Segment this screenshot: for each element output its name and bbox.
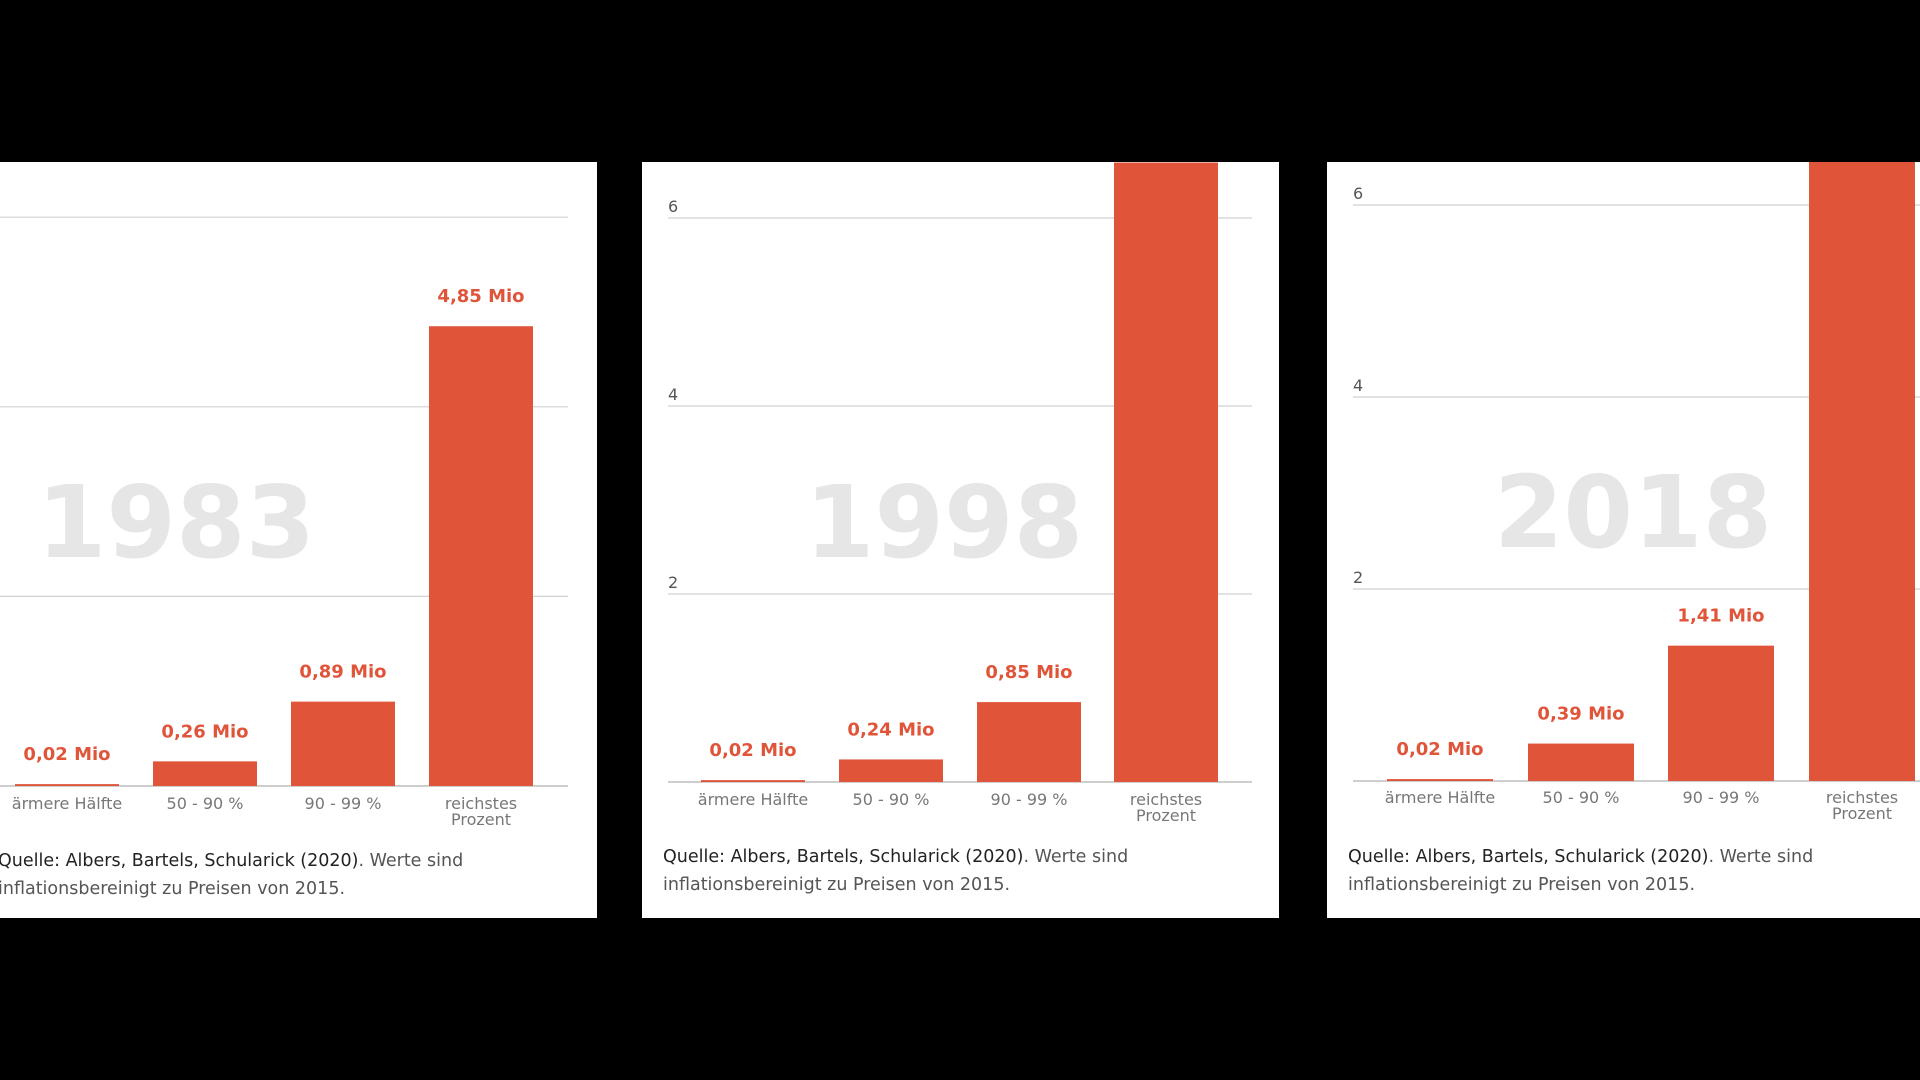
bar-50-90 xyxy=(153,761,257,786)
bar-rmere-h-lfte xyxy=(15,784,119,786)
y-tick-label-6: 6 xyxy=(1353,184,1363,203)
category-label-50-90: 50 - 90 % xyxy=(853,790,930,809)
chart-panel-2018: 12 ⌀-Vermögen der Haushalte in Mio. Euro… xyxy=(1327,162,1920,918)
category-label-rmere-h-lfte: ärmere Hälfte xyxy=(698,790,808,809)
value-label-90-99: 0,85 Mio xyxy=(985,662,1072,683)
bar-50-90 xyxy=(1528,743,1634,781)
category-label-rmere-h-lfte: ärmere Hälfte xyxy=(12,794,122,813)
bar-90-99 xyxy=(291,701,395,786)
bar-chart-1983: 12 ⌀-Vermögen der Haushalte in Mio. Euro… xyxy=(0,216,568,829)
value-label-rmere-h-lfte: 0,02 Mio xyxy=(709,740,796,761)
bar-chart-1998: 12 ⌀-Vermögen der Haushalte in Mio. Euro… xyxy=(668,162,1252,825)
bar-chart-2018: 12 ⌀-Vermögen der Haushalte in Mio. Euro… xyxy=(1353,162,1920,823)
value-label-90-99: 0,89 Mio xyxy=(299,662,386,683)
y-tick-label-4: 4 xyxy=(1353,376,1363,395)
y-tick-label-4: 4 xyxy=(668,385,678,404)
source-note: Quelle: Albers, Bartels, Schularick (202… xyxy=(1348,843,1908,899)
category-label-rmere-h-lfte: ärmere Hälfte xyxy=(1385,788,1495,807)
y-tick-label-2: 2 xyxy=(1353,568,1363,587)
bar-90-99 xyxy=(1668,645,1774,781)
bar-rmere-h-lfte xyxy=(701,780,805,782)
category-label-90-99: 90 - 99 % xyxy=(991,790,1068,809)
y-tick-label-2: 2 xyxy=(668,573,678,592)
source-citation: Quelle: Albers, Bartels, Schularick (202… xyxy=(0,851,359,871)
source-citation: Quelle: Albers, Bartels, Schularick (202… xyxy=(1348,847,1709,867)
bar-reichstes-prozent xyxy=(1114,162,1218,783)
category-label-90-99: 90 - 99 % xyxy=(1683,788,1760,807)
bar-reichstes-prozent xyxy=(429,326,533,786)
bar-rmere-h-lfte xyxy=(1387,779,1493,781)
chart-panel-1998: 12 ⌀-Vermögen der Haushalte in Mio. Euro… xyxy=(642,162,1279,918)
source-note: Quelle: Albers, Bartels, Schularick (202… xyxy=(663,843,1223,899)
value-label-rmere-h-lfte: 0,02 Mio xyxy=(1396,739,1483,760)
category-label-reichstes-prozent: reichstes Prozent xyxy=(445,794,517,829)
source-text: . Werte sind inflationsbereinigt zu Prei… xyxy=(663,847,1129,895)
y-tick-label-6: 6 xyxy=(668,197,678,216)
value-label-90-99: 1,41 Mio xyxy=(1677,606,1764,627)
value-label-50-90: 0,24 Mio xyxy=(847,719,934,740)
value-label-50-90: 0,39 Mio xyxy=(1537,704,1624,725)
value-label-50-90: 0,26 Mio xyxy=(161,721,248,742)
category-label-50-90: 50 - 90 % xyxy=(1543,788,1620,807)
source-text: . Werte sind inflationsbereinigt zu Prei… xyxy=(1348,847,1814,895)
category-label-reichstes-prozent: reichstes Prozent xyxy=(1130,790,1202,825)
bar-reichstes-prozent xyxy=(1809,162,1915,781)
category-label-reichstes-prozent: reichstes Prozent xyxy=(1826,788,1898,823)
year-watermark: 2018 xyxy=(1494,454,1772,571)
chart-panel-1983: 12 ⌀-Vermögen der Haushalte in Mio. Euro… xyxy=(0,162,597,918)
year-watermark: 1983 xyxy=(37,464,315,581)
source-text: . Werte sind inflationsbereinigt zu Prei… xyxy=(0,851,464,899)
category-label-50-90: 50 - 90 % xyxy=(167,794,244,813)
bar-90-99 xyxy=(977,702,1081,782)
category-label-90-99: 90 - 99 % xyxy=(305,794,382,813)
bar-50-90 xyxy=(839,759,943,782)
value-label-rmere-h-lfte: 0,02 Mio xyxy=(23,744,110,765)
year-watermark: 1998 xyxy=(805,464,1083,581)
source-note: Quelle: Albers, Bartels, Schularick (202… xyxy=(0,847,558,903)
value-label-reichstes-prozent: 4,85 Mio xyxy=(437,286,524,307)
source-citation: Quelle: Albers, Bartels, Schularick (202… xyxy=(663,847,1024,867)
